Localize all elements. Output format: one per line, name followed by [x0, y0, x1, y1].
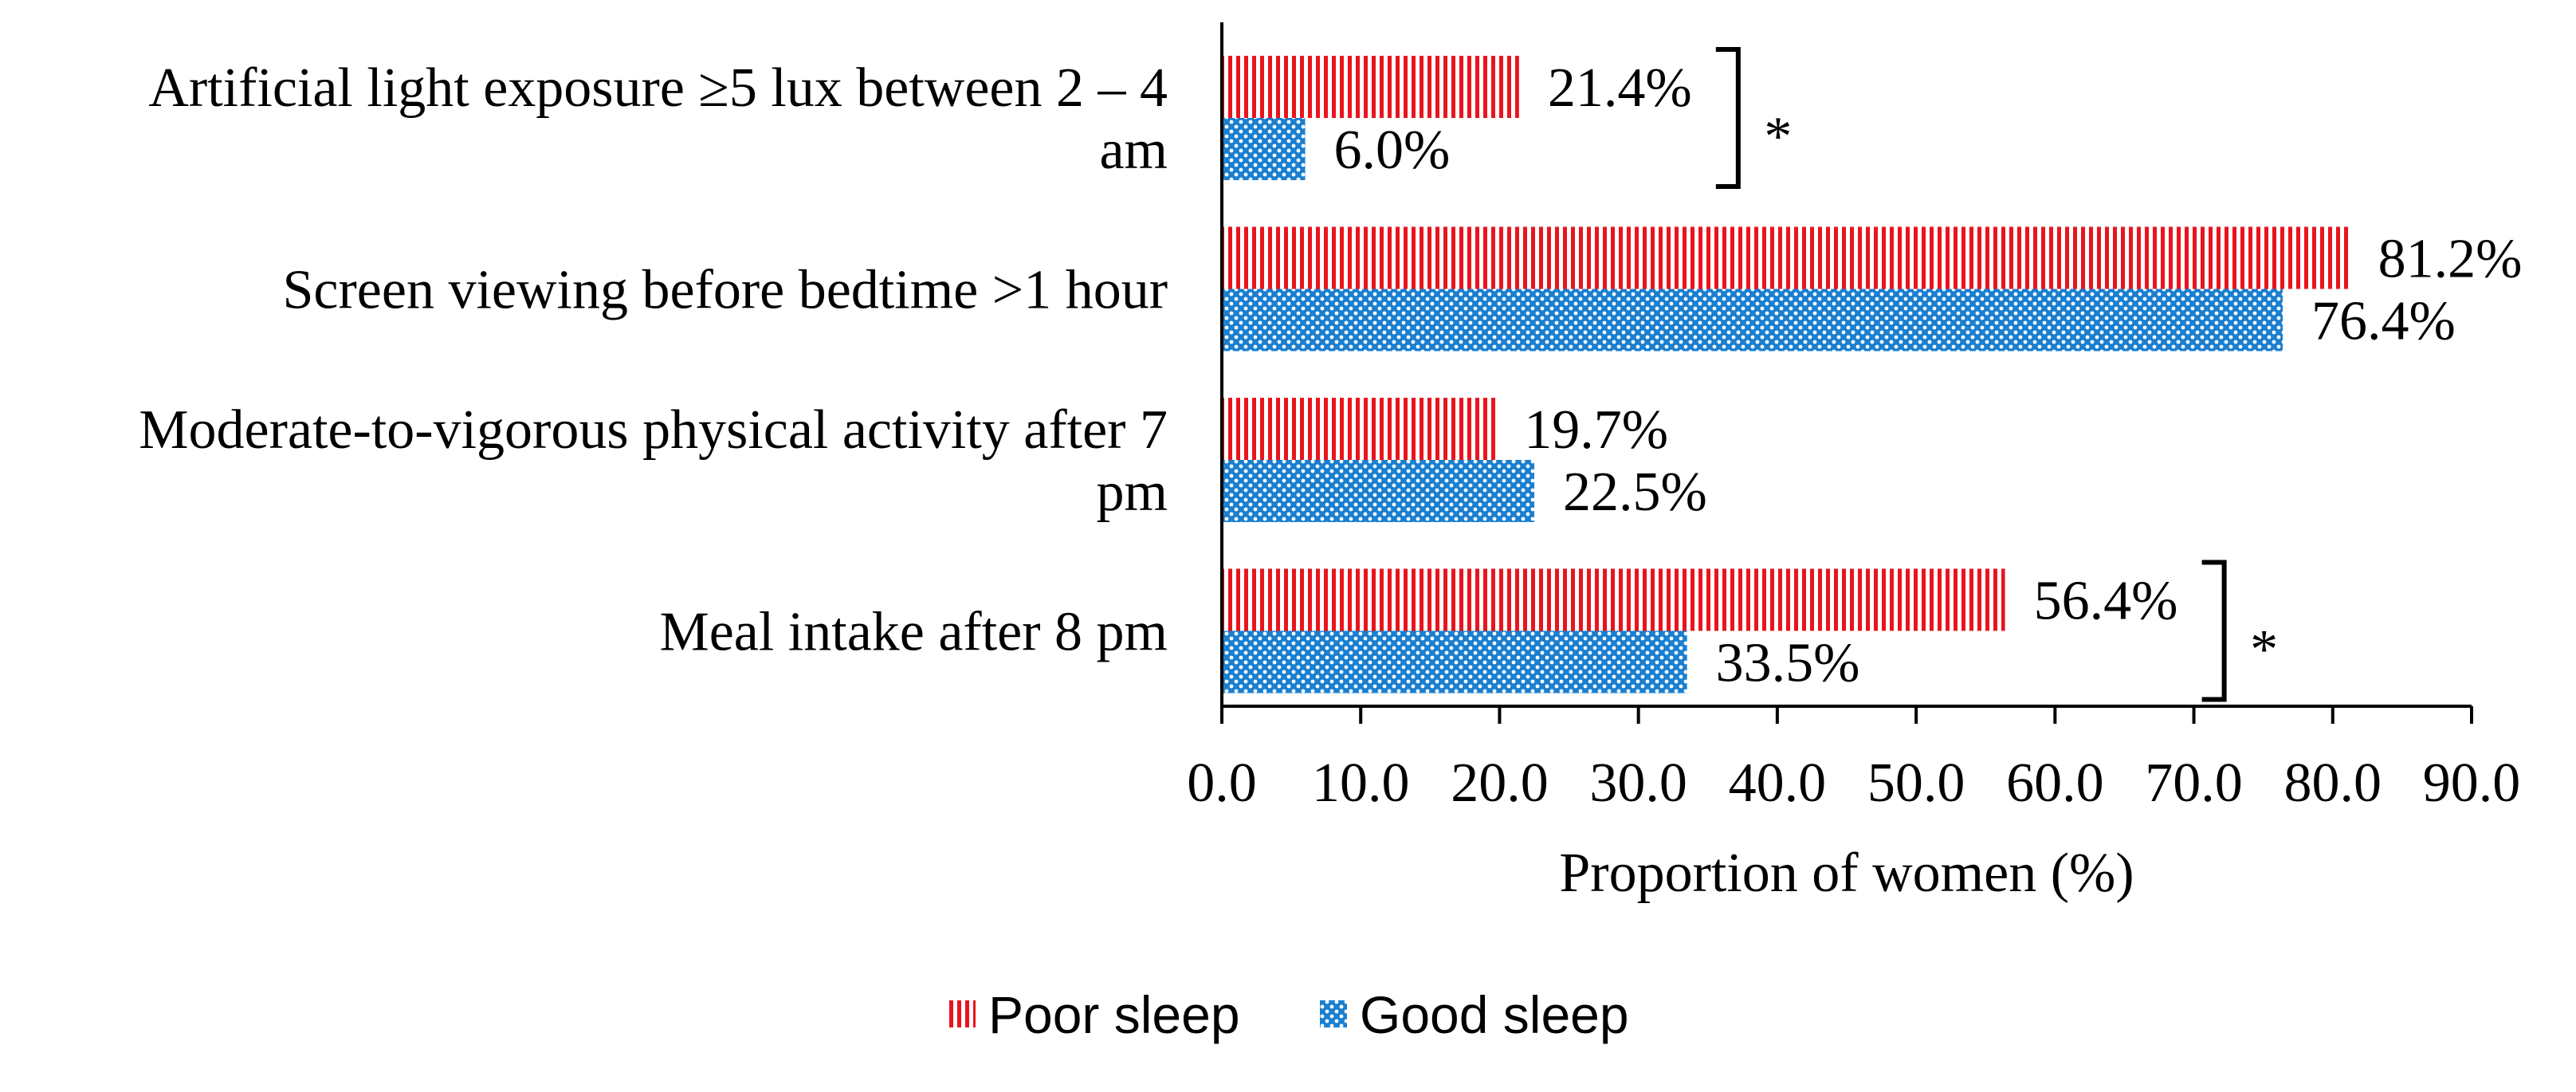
data-label-poor-sleep-2: 19.7% — [1524, 399, 1668, 461]
x-tick-label-1: 10.0 — [1312, 752, 1410, 814]
bar-poor-sleep-0 — [1222, 56, 1519, 118]
bar-good-sleep-0 — [1222, 118, 1306, 180]
data-label-poor-sleep-0: 21.4% — [1548, 57, 1692, 119]
significance-marker-0: * — [1764, 106, 1792, 167]
significance-marker-3: * — [2250, 619, 2278, 681]
category-label-0-line-0: Artificial light exposure ≥5 lux between… — [148, 57, 1168, 119]
significance-bracket-3 — [2201, 560, 2227, 702]
category-label-2-line-1: pm — [1097, 462, 1168, 523]
labels-group: 21.4% 6.0% Artificial light exposure ≥5 lu… — [139, 57, 2522, 904]
category-label-3-line-0: Meal intake after 8 pm — [659, 602, 1168, 663]
data-label-good-sleep-3: 33.5% — [1716, 633, 1860, 694]
x-tick-label-8: 80.0 — [2284, 752, 2382, 814]
x-axis-title: Proportion of women (%) — [1559, 843, 2134, 904]
legend-swatch-good-sleep — [1320, 1000, 1347, 1027]
x-tick-label-6: 60.0 — [2006, 752, 2104, 814]
bar-good-sleep-3 — [1222, 630, 1687, 693]
bar-poor-sleep-2 — [1222, 398, 1496, 460]
x-tick-label-4: 40.0 — [1729, 752, 1827, 814]
bar-poor-sleep-3 — [1222, 568, 2005, 631]
x-tick-label-5: 50.0 — [1867, 752, 1965, 814]
bar-good-sleep-1 — [1222, 289, 2283, 352]
legend-item-poor-sleep: Poor sleep — [948, 985, 1240, 1044]
bar-good-sleep-2 — [1222, 460, 1534, 522]
legend-label-good-sleep: Good sleep — [1360, 985, 1629, 1044]
x-tick-label-7: 70.0 — [2145, 752, 2243, 814]
x-tick-label-0: 0.0 — [1187, 752, 1257, 814]
bars-group — [1222, 56, 2350, 693]
legend-swatch-poor-sleep — [948, 1000, 976, 1027]
category-label-2-line-0: Moderate-to-vigorous physical activity a… — [139, 399, 1168, 461]
axes-group — [1220, 22, 2473, 724]
data-label-good-sleep-1: 76.4% — [2311, 291, 2456, 352]
data-label-good-sleep-2: 22.5% — [1563, 462, 1707, 523]
legend: Poor sleep Good sleep — [948, 985, 1629, 1044]
data-label-good-sleep-0: 6.0% — [1334, 120, 1451, 181]
x-tick-label-3: 30.0 — [1589, 752, 1687, 814]
category-label-0-line-1: am — [1099, 120, 1168, 181]
significance-bracket-0 — [1715, 47, 1741, 189]
category-label-1-line-0: Screen viewing before bedtime >1 hour — [283, 260, 1168, 321]
bar-poor-sleep-1 — [1222, 226, 2350, 289]
data-label-poor-sleep-1: 81.2% — [2378, 229, 2523, 290]
legend-item-good-sleep: Good sleep — [1320, 985, 1629, 1044]
x-tick-label-9: 90.0 — [2423, 752, 2521, 814]
data-label-poor-sleep-3: 56.4% — [2034, 571, 2178, 632]
legend-label-poor-sleep: Poor sleep — [988, 985, 1240, 1044]
x-tick-label-2: 20.0 — [1451, 752, 1549, 814]
